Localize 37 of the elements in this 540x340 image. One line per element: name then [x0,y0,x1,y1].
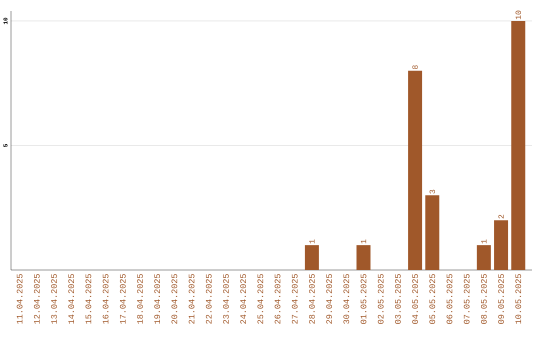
x-tick-label: 16.04.2025 [102,274,108,324]
x-tick-label: 09.05.2025 [498,274,504,324]
x-tick-label: 11.04.2025 [16,274,22,324]
bar [511,20,526,270]
bar [408,70,422,270]
bar [356,245,370,270]
x-tick-label: 13.04.2025 [51,274,57,324]
x-tick-label: 15.04.2025 [85,274,92,324]
x-tick-label: 18.04.2025 [137,274,143,324]
x-tick-label: 04.05.2025 [412,274,418,324]
x-tick-label: 21.04.2025 [188,274,194,324]
bar [476,245,491,270]
x-tick-label: 30.04.2025 [343,274,350,324]
x-tick-label: 22.04.2025 [206,274,212,324]
bar [425,195,440,270]
x-tick-label: 26.04.2025 [274,274,280,324]
x-tick-label: 20.04.2025 [171,274,178,324]
x-tick-label: 14.04.2025 [68,274,74,324]
x-tick-label: 06.05.2025 [446,274,452,324]
x-tick-label: 24.04.2025 [240,274,246,324]
x-tick-label: 07.05.2025 [464,274,470,324]
x-tick-label: 05.05.2025 [429,274,436,324]
x-tick-label: 02.05.2025 [378,274,384,324]
x-tick-label: 19.04.2025 [154,274,160,324]
x-tick-label: 17.04.2025 [120,274,126,324]
bar [304,245,319,270]
x-tick-label: 25.04.2025 [257,274,264,324]
x-tick-label: 12.04.2025 [34,274,40,324]
x-tick-label: 08.05.2025 [480,274,487,324]
x-tick-label: 10.05.2025 [515,274,522,324]
x-tick-label: 03.05.2025 [395,274,401,324]
bar [494,220,508,270]
x-tick-label: 28.04.2025 [309,274,315,324]
x-tick-label: 27.04.2025 [292,274,298,324]
x-tick-label: 29.04.2025 [326,274,332,324]
x-tick-label: 01.05.2025 [360,274,366,324]
x-tick-label: 23.04.2025 [223,274,229,324]
